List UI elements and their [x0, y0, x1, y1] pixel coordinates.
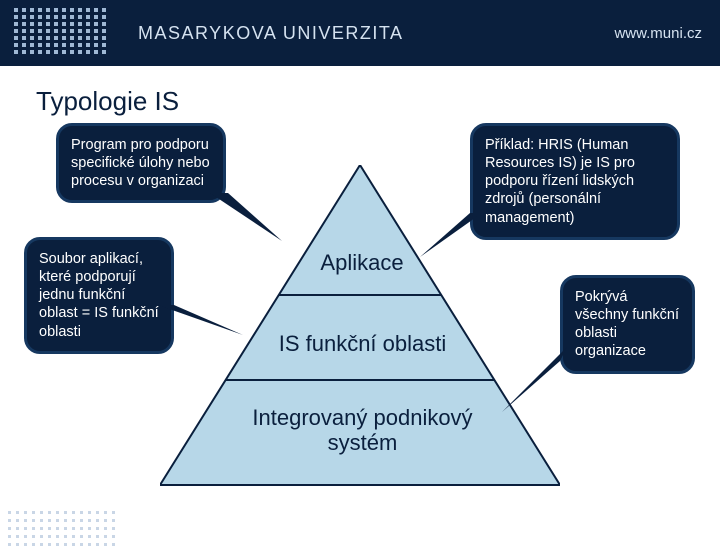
callout-mid-right: Pokrývá všechny funkční oblasti organiza… [560, 275, 695, 374]
callout-tail-icon [158, 305, 248, 345]
university-name: MASARYKOVA UNIVERZITA [138, 23, 404, 44]
callout-mid-left: Soubor aplikací, které podporují jednu f… [24, 237, 174, 354]
page-title: Typologie IS [0, 66, 720, 125]
content-area: Aplikace IS funkční oblasti Integrovaný … [0, 125, 720, 555]
callout-tail-icon [210, 193, 290, 253]
callout-top-left: Program pro podporu specifické úlohy neb… [56, 123, 226, 203]
callout-top-right: Příklad: HRIS (Human Resources IS) je IS… [470, 123, 680, 240]
header-url: www.muni.cz [614, 25, 702, 42]
pyramid-level-3-label: Integrovaný podnikový systém [220, 405, 505, 456]
pyramid-level-1-label: Aplikace [292, 250, 432, 276]
callout-tail-icon [502, 347, 572, 417]
callout-tail-icon [420, 213, 485, 263]
header: MASARYKOVA UNIVERZITA www.muni.cz [0, 0, 720, 66]
logo-icon [14, 8, 114, 58]
footer-dots-icon [8, 511, 118, 549]
pyramid-level-2-label: IS funkční oblasti [255, 331, 470, 357]
